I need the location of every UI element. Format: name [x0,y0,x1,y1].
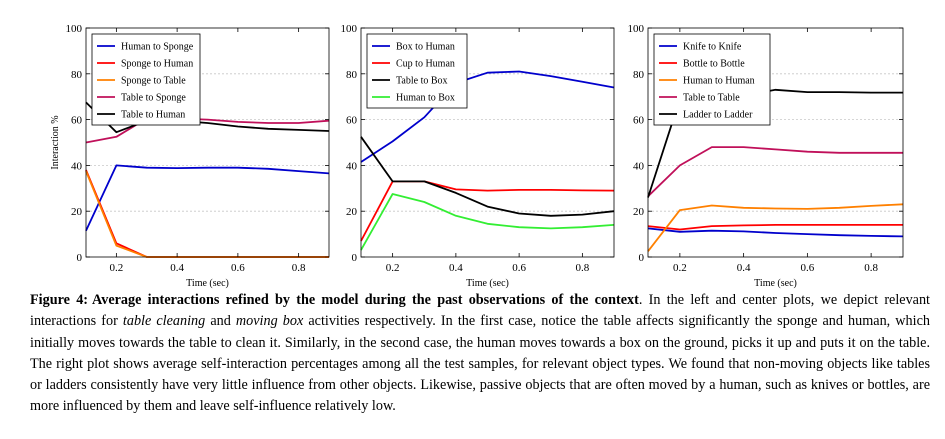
series-line-2 [647,223,903,231]
legend-label: Human to Sponge [121,42,194,53]
caption-activity-2: moving box [235,313,304,330]
legend: Human to Sponge Sponge to Human Sponge to … [91,33,201,126]
x-tick-label: 0.8 [864,262,878,274]
plot-panel-1: 0 20 40 60 80 100 0.2 0.4 0.6 0.8 Time (sec) Intera… [50,23,330,289]
y-tick-label: 40 [346,160,358,172]
series-line-4 [360,193,615,251]
plot-panel-2: 0 20 40 60 80 100 0.2 0.4 0.6 0.8 Time (sec) Box to… [341,23,615,289]
y-tick-label: 100 [66,23,83,35]
y-tick-label: 0 [639,252,645,264]
series-line-1 [85,164,330,232]
y-tick-label: 80 [346,69,358,81]
plot-frame [360,27,615,258]
x-tick-label: 0.2 [386,262,400,274]
legend-label: Table to Box [396,76,448,87]
y-tick-label: 80 [633,69,645,81]
y-tick-label: 40 [633,160,645,172]
y-tick-label: 100 [628,23,645,35]
legend-label: Table to Sponge [121,93,186,104]
y-tick-label: 0 [352,252,358,264]
x-axis-label: Time (sec) [186,278,229,289]
series-line-4 [85,117,330,144]
x-tick-label: 0.4 [737,262,751,274]
legend-label: Sponge to Human [121,59,193,70]
series-line-1 [360,70,615,163]
legend-label: Ladder to Ladder [683,110,753,121]
series-line-3 [647,203,904,252]
legend-label: Bottle to Bottle [683,59,745,70]
series-line-3 [85,170,329,258]
y-tick-label: 20 [71,206,83,218]
legend-label: Human to Human [683,76,755,87]
legend-label: Table to Table [683,93,740,104]
series-line-1 [647,227,904,238]
y-tick-label: 20 [346,206,358,218]
y-tick-label: 0 [77,252,83,264]
series-line-5 [85,101,330,134]
caption-label: Figure 4: [30,292,89,308]
x-tick-label: 0.2 [110,262,124,274]
legend-label: Table to Human [121,110,185,121]
plot-panel-3: 0 20 40 60 80 100 0.2 0.4 0.6 0.8 Time (sec) Knife … [628,23,904,289]
x-tick-label: 0.4 [449,262,463,274]
x-tick-label: 0.6 [231,262,245,274]
series-line-2 [85,169,329,258]
caption-title: Average interactions refined by the mode… [92,292,639,308]
y-tick-label: 40 [71,160,83,172]
y-tick-label: 100 [341,23,358,35]
figure-plots: 0 20 40 60 80 100 0.2 0.4 0.6 0.8 Time (sec) Intera… [50,23,904,289]
y-tick-label: 60 [633,115,645,127]
y-tick-label: 80 [71,69,83,81]
x-tick-label: 0.4 [170,262,184,274]
legend-label: Sponge to Table [121,76,186,87]
x-tick-label: 0.8 [576,262,590,274]
x-axis-label: Time (sec) [754,278,797,289]
caption-text-2: and [205,313,236,330]
y-tick-label: 20 [633,206,645,218]
caption-activity-1: table cleaning [122,313,206,330]
plot-frame [85,27,330,258]
caption-text-1: . In the left and center plots, we depic… [30,292,931,330]
legend: Knife to Knife Bottle to Bottle Human to H… [653,33,771,126]
series-line-3 [360,136,615,217]
legend-label: Box to Human [396,42,455,53]
plot-frame [647,27,904,258]
x-tick-label: 0.6 [512,262,526,274]
figure-caption: Figure 4: Average interactions refined by… [30,290,930,418]
y-axis-label: Interaction % [50,115,61,169]
caption-text-3: activities respectively. In the first ca… [30,313,930,415]
legend: Box to Human Cup to Human Table to Box Huma… [366,33,468,109]
series-line-4 [647,146,903,197]
x-tick-label: 0.8 [292,262,306,274]
x-tick-label: 0.6 [801,262,815,274]
x-tick-label: 0.2 [673,262,687,274]
legend-label: Human to Box [396,93,455,104]
x-axis-label: Time (sec) [466,278,509,289]
legend-label: Cup to Human [396,59,455,70]
legend-label: Knife to Knife [683,42,742,53]
y-tick-label: 60 [71,115,83,127]
y-tick-label: 60 [346,115,358,127]
